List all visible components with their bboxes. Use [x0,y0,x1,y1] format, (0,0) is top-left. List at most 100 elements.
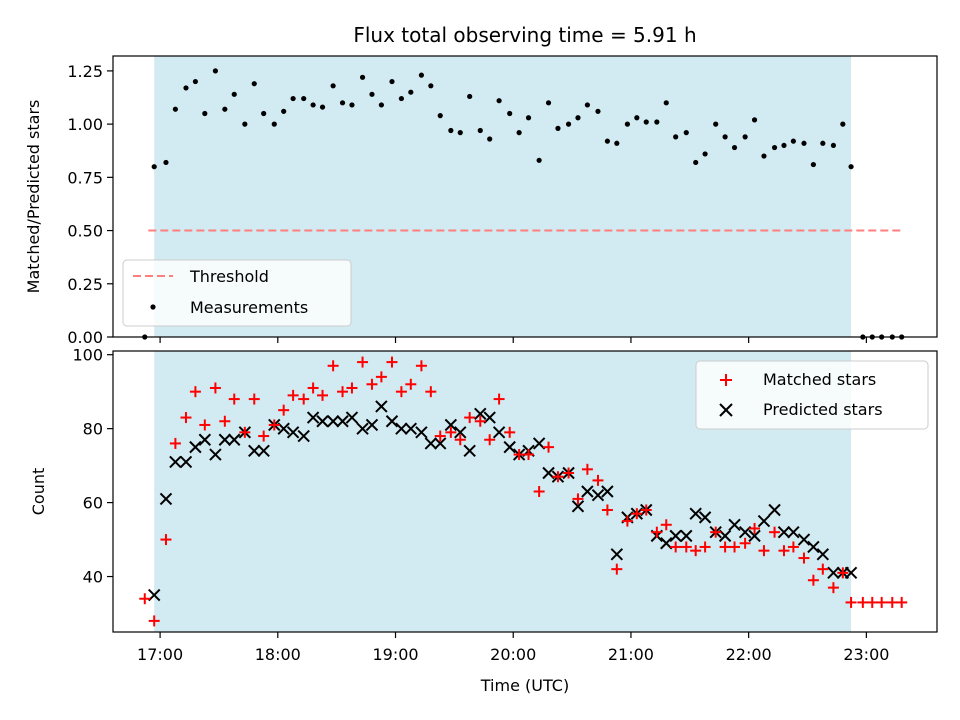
measurement-point [634,115,640,121]
matched-star-point [298,393,310,405]
measurement-point [575,115,581,121]
measurement-point [584,102,590,108]
predicted-star-point [147,588,161,602]
matched-star-point [139,593,151,605]
measurement-point [555,125,561,131]
measurement-point [261,110,267,117]
matched-star-point [552,471,564,483]
matched-star-point [160,534,172,546]
matched-star-point [651,526,663,538]
legend-predicted-swatch [719,403,733,417]
matched-star-point [611,563,623,575]
measurement-point [673,134,679,140]
predicted-star-point [228,433,241,446]
matched-star-point [827,582,839,594]
measurement-point [751,117,758,123]
y-axis-top-tick-label: 1.25 [67,62,103,81]
matched-star-point [601,504,613,516]
predicted-star-point [827,566,840,580]
predicted-star-point [532,437,546,450]
matched-star-point [493,393,505,405]
legend-matched-swatch [720,374,732,386]
predicted-star-point [297,429,310,443]
matched-star-point [327,360,339,372]
predicted-star-point [757,514,771,528]
matched-star-point [307,382,319,394]
count-panel: 40 60 80 100 17:00 18:00 19:00 20:00 21:00 22:00… [29,346,938,695]
predicted-star-point [680,529,693,543]
matched-star-point [572,493,584,505]
legend-measurements-label: Measurements [190,298,308,317]
measurement-point [349,102,355,108]
measurement-point [731,144,738,151]
predicted-star-point [385,415,399,428]
measurement-point [742,134,748,140]
measurement-point [281,108,287,114]
matched-star-point [228,393,240,405]
measurement-point [565,121,572,127]
matched-star-point [533,486,545,497]
matched-star-point [680,541,692,553]
predicted-star-point [787,525,800,539]
predicted-star-point [610,548,624,561]
measurement-point [702,151,708,157]
x-axis-bottom-tick-label: 19:00 [372,645,418,664]
legend-box [695,360,929,430]
measurement-point [761,153,767,159]
matched-star-point [896,596,908,608]
matched-star-point [395,386,407,398]
predicted-star-point [169,455,182,469]
matched-star-point [660,519,672,531]
predicted-star-point [286,426,300,439]
predicted-star-point [492,426,506,439]
matched-star-point [445,426,457,438]
measurement-point [389,78,395,85]
matched-star-point [278,404,290,416]
x-axis-bottom-tick-label: 22:00 [726,645,772,664]
matched-star-point [769,526,781,538]
y-axis-label-ratio: Matched/Predicted stars [24,100,43,294]
predicted-star-point [718,529,732,543]
predicted-star-point [209,448,222,461]
measurement-point [848,164,854,170]
measurement-point [654,119,660,125]
matched-star-point [454,434,466,446]
measurement-point [693,159,699,166]
measurement-point [604,138,611,144]
predicted-star-point [669,529,682,543]
matched-star-point [415,360,427,372]
matched-star-point [357,356,369,368]
x-axis-bottom-tick-label: 18:00 [255,645,301,664]
measurement-point [830,142,837,149]
measurement-point [771,144,778,151]
matched-star-point [710,526,722,538]
plot-frame-bottom [112,350,938,633]
matched-star-point [592,474,604,486]
measurement-point [359,74,366,80]
legend-top: Threshold Measurements [122,259,352,327]
measurement-point [507,110,513,117]
matched-star-point [787,541,799,553]
measurement-point [516,130,522,136]
measurement-point [222,106,228,112]
measurement-point [614,140,620,146]
x-axis-bottom-tick-label: 23:00 [843,645,889,664]
ratio-panel: Flux total observing time = 5.91 h 0.000… [24,23,938,347]
matched-star-point [719,541,731,553]
matched-star-point [699,541,711,553]
matched-star-point [484,434,496,446]
matched-star-point [817,563,829,575]
y-axis-bottom-tick-label: 40 [83,568,103,587]
measurement-point [722,134,728,140]
matched-star-point [189,386,201,398]
x-axis-label: Time (UTC) [480,676,569,695]
matched-star-point [268,419,280,431]
predicted-star-point [365,418,379,432]
predicted-star-point [542,466,555,480]
y-axis-top-tick-label: 0.25 [67,275,103,294]
matched-star-point [199,419,211,431]
predicted-star-point [189,440,202,454]
measurement-point [467,93,473,100]
measurement-point [448,127,454,134]
